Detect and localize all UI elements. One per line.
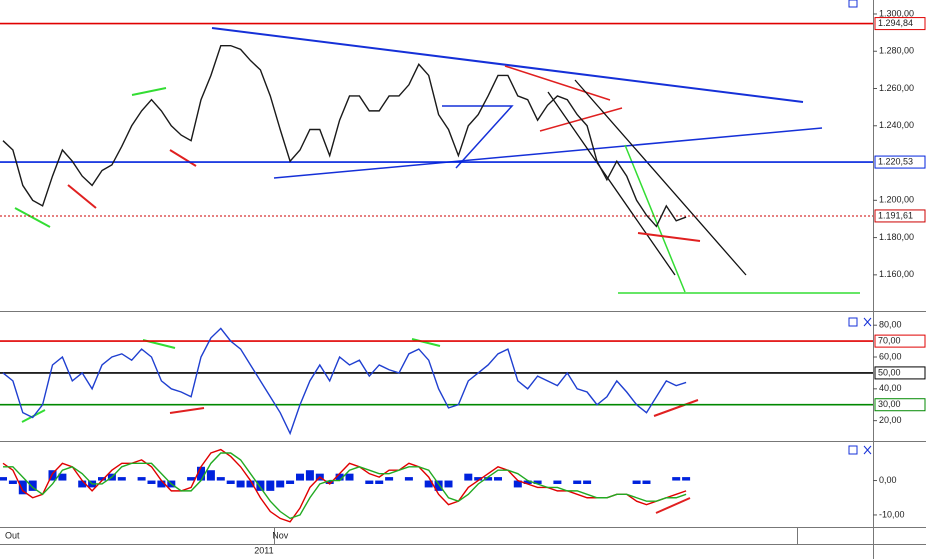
- level-label: 50,00: [878, 367, 901, 377]
- histogram-bar: [296, 473, 304, 481]
- histogram-bar: [117, 477, 126, 481]
- histogram-bar: [642, 480, 651, 484]
- histogram-bar: [533, 480, 542, 484]
- histogram-bar: [424, 480, 433, 488]
- y-tick-label: 1.160,00: [879, 269, 914, 279]
- histogram-bar: [335, 473, 344, 481]
- histogram-bar: [206, 470, 215, 481]
- histogram-bar: [78, 480, 87, 488]
- level-label: 1.220,53: [878, 156, 913, 166]
- histogram-bar: [375, 480, 384, 484]
- histogram-bar: [305, 470, 314, 481]
- histogram-bar: [0, 477, 7, 481]
- histogram-bar: [513, 480, 522, 488]
- y-tick-label: 1.240,00: [879, 120, 914, 130]
- y-tick-label: 80,00: [879, 320, 902, 330]
- histogram-bar: [276, 480, 285, 488]
- level-label: 1.191,61: [878, 210, 913, 220]
- histogram-bar: [434, 480, 443, 491]
- histogram-bar: [187, 477, 196, 481]
- histogram-bar: [682, 477, 691, 481]
- level-label-box: [874, 398, 926, 412]
- macd-line: [2, 448, 687, 523]
- y-tick-label: 0,00: [879, 475, 897, 485]
- level-label-box: [874, 155, 926, 169]
- histogram-bar: [157, 480, 166, 488]
- y-tick-label: -10,00: [879, 509, 905, 519]
- histogram-bar: [197, 466, 205, 481]
- rsi-line: [2, 327, 687, 436]
- level-label: 1.294,84: [878, 18, 913, 28]
- x-tick-label: Out: [5, 530, 20, 540]
- histogram-bar: [672, 477, 681, 481]
- histogram-bar: [8, 480, 17, 484]
- histogram-bar: [345, 473, 354, 481]
- histogram-bar: [444, 480, 453, 488]
- level-label: 30,00: [878, 399, 901, 409]
- y-tick-label: 40,00: [879, 383, 902, 393]
- histogram-bar: [226, 480, 235, 484]
- x-axis-year: 2011: [254, 545, 273, 555]
- histogram-bar: [404, 477, 413, 481]
- histogram-bar: [523, 480, 532, 484]
- histogram-bar: [266, 480, 275, 491]
- y-tick-label: 1.260,00: [879, 83, 914, 93]
- histogram-bar: [246, 480, 255, 488]
- y-tick-label: 1.300,00: [879, 8, 914, 18]
- histogram-bar: [365, 480, 374, 484]
- histogram-bar: [137, 477, 146, 481]
- histogram-bar: [236, 480, 245, 488]
- histogram-bar: [464, 473, 473, 481]
- histogram-bar: [385, 477, 394, 481]
- histogram-bar: [553, 480, 562, 484]
- histogram-bar: [256, 480, 265, 491]
- histogram-bar: [494, 477, 502, 481]
- x-tick-label: Nov: [272, 530, 289, 540]
- histogram-bar: [474, 477, 483, 481]
- histogram-bar: [216, 477, 225, 481]
- level-label: 70,00: [878, 335, 901, 345]
- histogram-bar: [632, 480, 641, 484]
- histogram-bar: [18, 480, 27, 495]
- level-label-box: [874, 209, 926, 223]
- y-tick-label: 1.280,00: [879, 46, 914, 56]
- y-tick-label: 60,00: [879, 351, 902, 361]
- histogram-bar: [147, 480, 156, 484]
- histogram-bar: [286, 480, 295, 484]
- histogram-bar: [583, 480, 592, 484]
- panel-icons[interactable]: [848, 0, 872, 455]
- macd-line: [3, 452, 687, 520]
- histogram-bar: [98, 477, 106, 481]
- level-label-box: [874, 334, 926, 348]
- histogram-bar: [573, 480, 582, 484]
- histogram-bar: [28, 480, 37, 491]
- histogram-bar: [325, 480, 334, 484]
- y-tick-label: 1.180,00: [879, 232, 914, 242]
- y-tick-label: 20,00: [879, 415, 902, 425]
- histogram-bar: [58, 473, 67, 481]
- histogram-bar: [48, 470, 57, 481]
- level-label-box: [874, 366, 926, 380]
- y-tick-label: 1.200,00: [879, 195, 914, 205]
- trend-lines: [14, 27, 860, 514]
- level-label-box: [874, 17, 926, 31]
- histogram-bar: [484, 477, 493, 481]
- price-line: [2, 44, 687, 228]
